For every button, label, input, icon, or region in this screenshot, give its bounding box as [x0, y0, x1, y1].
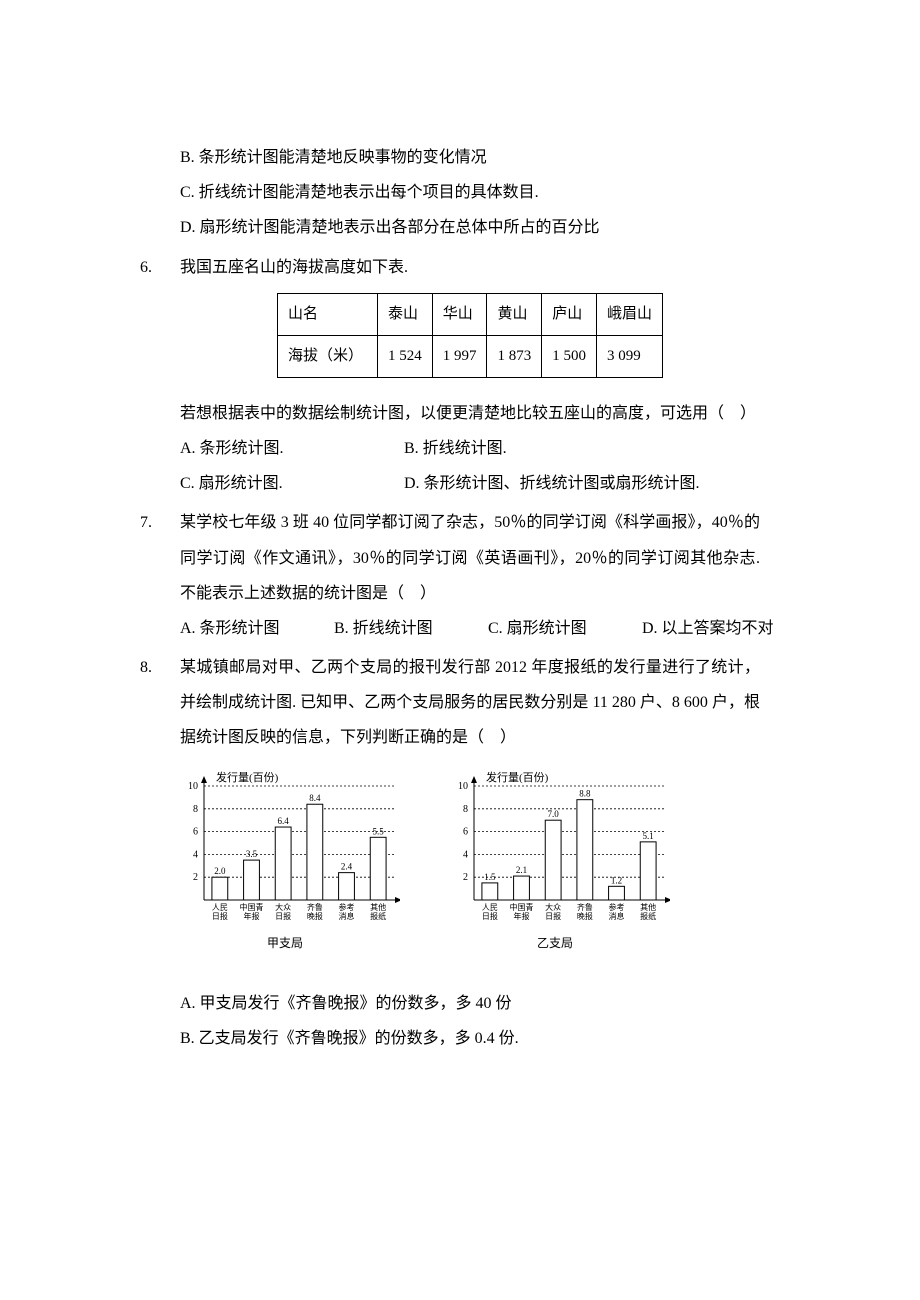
- q7-opt-a: A. 条形统计图: [180, 611, 330, 646]
- svg-text:6: 6: [463, 826, 468, 837]
- svg-text:1.5: 1.5: [484, 872, 496, 882]
- chart-jia-svg: 2468102.0人民日报3.5中国青年报6.4大众日报8.4齐鲁晚报2.4参考…: [170, 768, 400, 928]
- svg-text:2.0: 2.0: [214, 866, 226, 876]
- q6-opts-2: C. 扇形统计图. D. 条形统计图、折线统计图或扇形统计图.: [140, 466, 800, 501]
- q6-opt-c: C. 扇形统计图.: [180, 466, 400, 501]
- svg-text:6: 6: [193, 826, 198, 837]
- svg-text:参考: 参考: [609, 902, 625, 912]
- svg-text:大众: 大众: [275, 902, 291, 912]
- chart-yi-title: 发行量(百份): [486, 766, 548, 790]
- q7-stem: 某学校七年级 3 班 40 位同学都订阅了杂志，50％的同学订阅《科学画报》，4…: [180, 505, 760, 611]
- svg-text:10: 10: [458, 781, 468, 792]
- chart-yi: 发行量(百份) 2468101.5人民日报2.1中国青年报7.0大众日报8.8齐…: [440, 768, 670, 956]
- svg-text:3.5: 3.5: [246, 849, 258, 859]
- svg-text:中国青: 中国青: [240, 902, 264, 912]
- svg-text:8.8: 8.8: [579, 788, 591, 798]
- chart-yi-svg: 2468101.5人民日报2.1中国青年报7.0大众日报8.8齐鲁晚报1.2参考…: [440, 768, 670, 928]
- svg-text:日报: 日报: [545, 911, 561, 921]
- q8-num: 8.: [140, 650, 176, 685]
- table-row: 山名 泰山 华山 黄山 庐山 峨眉山: [277, 293, 662, 335]
- svg-text:日报: 日报: [482, 911, 498, 921]
- svg-text:人民: 人民: [212, 903, 228, 912]
- q7-opt-d: D. 以上答案均不对: [642, 611, 774, 646]
- svg-text:4: 4: [463, 849, 468, 860]
- svg-text:5.1: 5.1: [643, 830, 654, 840]
- svg-text:8: 8: [193, 803, 198, 814]
- svg-text:2: 2: [463, 872, 468, 883]
- svg-text:其他: 其他: [640, 902, 656, 912]
- table-row: 海拔（米） 1 524 1 997 1 873 1 500 3 099: [277, 335, 662, 377]
- svg-text:8: 8: [463, 803, 468, 814]
- q7-opts: A. 条形统计图 B. 折线统计图 C. 扇形统计图 D. 以上答案均不对: [140, 611, 800, 646]
- svg-text:年报: 年报: [514, 911, 530, 921]
- q7-opt-b: B. 折线统计图: [334, 611, 484, 646]
- q7: 7. 某学校七年级 3 班 40 位同学都订阅了杂志，50％的同学订阅《科学画报…: [140, 505, 800, 646]
- svg-text:消息: 消息: [609, 911, 625, 921]
- q7-opt-c: C. 扇形统计图: [488, 611, 638, 646]
- q5-opt-d: D. 扇形统计图能清楚地表示出各部分在总体中所占的百分比: [140, 210, 800, 245]
- q8-opt-b: B. 乙支局发行《齐鲁晚报》的份数多，多 0.4 份.: [140, 1021, 800, 1056]
- svg-text:4: 4: [193, 849, 198, 860]
- svg-text:2: 2: [193, 872, 198, 883]
- svg-text:晚报: 晚报: [577, 911, 593, 921]
- svg-text:齐鲁: 齐鲁: [577, 902, 593, 912]
- svg-text:年报: 年报: [244, 911, 260, 921]
- svg-text:大众: 大众: [545, 902, 561, 912]
- charts-row: 发行量(百份) 2468102.0人民日报3.5中国青年报6.4大众日报8.4齐…: [170, 768, 800, 956]
- svg-text:日报: 日报: [212, 911, 228, 921]
- q6-stem: 我国五座名山的海拔高度如下表.: [180, 250, 760, 285]
- svg-text:齐鲁: 齐鲁: [307, 902, 323, 912]
- svg-text:1.2: 1.2: [611, 875, 622, 885]
- q8-opt-a: A. 甲支局发行《齐鲁晚报》的份数多，多 40 份: [140, 986, 800, 1021]
- q6-opt-d: D. 条形统计图、折线统计图或扇形统计图.: [404, 466, 700, 501]
- q8: 8. 某城镇邮局对甲、乙两个支局的报刊发行部 2012 年度报纸的发行量进行了统…: [140, 650, 800, 1056]
- svg-text:10: 10: [188, 781, 198, 792]
- q6-opt-b: B. 折线统计图.: [404, 431, 507, 466]
- svg-text:其他: 其他: [370, 902, 386, 912]
- svg-text:消息: 消息: [339, 911, 355, 921]
- svg-text:2.4: 2.4: [341, 861, 353, 871]
- q6-opts-1: A. 条形统计图. B. 折线统计图.: [140, 431, 800, 466]
- svg-text:7.0: 7.0: [548, 809, 560, 819]
- svg-text:人民: 人民: [482, 903, 498, 912]
- chart-jia-title: 发行量(百份): [216, 766, 278, 790]
- q8-stem: 某城镇邮局对甲、乙两个支局的报刊发行部 2012 年度报纸的发行量进行了统计，并…: [180, 650, 760, 756]
- svg-text:报纸: 报纸: [370, 911, 386, 921]
- q6: 6. 我国五座名山的海拔高度如下表. 山名 泰山 华山 黄山 庐山 峨眉山 海拔…: [140, 250, 800, 502]
- svg-text:报纸: 报纸: [640, 911, 656, 921]
- svg-text:5.5: 5.5: [373, 826, 385, 836]
- q6-opt-a: A. 条形统计图.: [180, 431, 400, 466]
- chart-jia-sub: 甲支局: [170, 930, 400, 956]
- svg-text:6.4: 6.4: [278, 816, 290, 826]
- svg-text:参考: 参考: [339, 902, 355, 912]
- svg-text:晚报: 晚报: [307, 911, 323, 921]
- svg-text:中国青: 中国青: [510, 902, 534, 912]
- chart-jia: 发行量(百份) 2468102.0人民日报3.5中国青年报6.4大众日报8.4齐…: [170, 768, 400, 956]
- q6-under: 若想根据表中的数据绘制统计图，以便更清楚地比较五座山的高度，可选用（ ）: [140, 396, 800, 431]
- svg-text:日报: 日报: [275, 911, 291, 921]
- svg-text:8.4: 8.4: [309, 793, 321, 803]
- svg-text:2.1: 2.1: [516, 865, 527, 875]
- q6-num: 6.: [140, 250, 176, 285]
- q6-table: 山名 泰山 华山 黄山 庐山 峨眉山 海拔（米） 1 524 1 997 1 8…: [277, 293, 663, 378]
- q5-opt-b: B. 条形统计图能清楚地反映事物的变化情况: [140, 140, 800, 175]
- page: B. 条形统计图能清楚地反映事物的变化情况 C. 折线统计图能清楚地表示出每个项…: [0, 0, 920, 1116]
- chart-yi-sub: 乙支局: [440, 930, 670, 956]
- q7-num: 7.: [140, 505, 176, 540]
- q5-opt-c: C. 折线统计图能清楚地表示出每个项目的具体数目.: [140, 175, 800, 210]
